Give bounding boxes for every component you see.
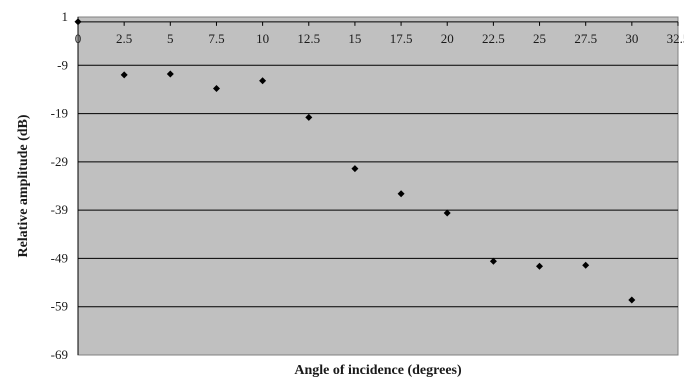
x-tick-label: 15 [348,31,361,46]
x-tick-label: 0 [75,31,82,46]
y-tick-label: -19 [51,106,68,121]
x-tick-label: 17.5 [390,31,413,46]
data-point [120,71,128,79]
x-tick-label: 27.5 [574,31,597,46]
y-tick-label: -9 [57,57,68,72]
data-point [582,261,590,269]
x-tick-label: 2.5 [116,31,132,46]
data-point [536,262,543,270]
data-point [166,70,174,78]
data-point [259,77,267,85]
data-point [351,165,359,173]
x-tick-label: 32.5 [667,31,684,46]
plot-area [77,16,679,356]
y-tick-label: -29 [51,154,68,169]
data-point [628,296,636,304]
data-point [74,18,82,26]
data-point [489,257,497,265]
x-tick-label: 12.5 [297,31,320,46]
data-points [74,18,636,304]
x-tick-labels: 0 2.5 5 7.5 10 12.5 15 17.5 20 22.5 25 27.5 30 32.5 [75,31,684,46]
y-tick-label: -39 [51,202,68,217]
axes [77,17,679,355]
y-tick-labels: 1 -9 -19 -29 -39 -49 -59 -69 [51,9,68,362]
y-tick-label: -49 [51,250,68,265]
y-tick-label: -59 [51,299,68,314]
data-point [397,190,405,198]
y-axis-title: Relative amplitude (dB) [16,114,31,257]
x-tick-label: 20 [441,31,454,46]
x-tick-label: 5 [167,31,174,46]
y-tick-label: 1 [62,9,69,24]
x-tick-label: 25 [533,31,546,46]
x-tick-label: 7.5 [208,31,224,46]
x-tick-label: 10 [256,31,269,46]
data-point [213,85,220,92]
y-tick-label: -69 [51,347,68,362]
data-point [305,113,313,121]
x-tick-label: 22.5 [482,31,505,46]
x-axis-title: Angle of incidence (degrees) [294,363,462,378]
x-tick-label: 30 [625,31,638,46]
gridlines [78,64,678,308]
data-point [443,209,451,217]
